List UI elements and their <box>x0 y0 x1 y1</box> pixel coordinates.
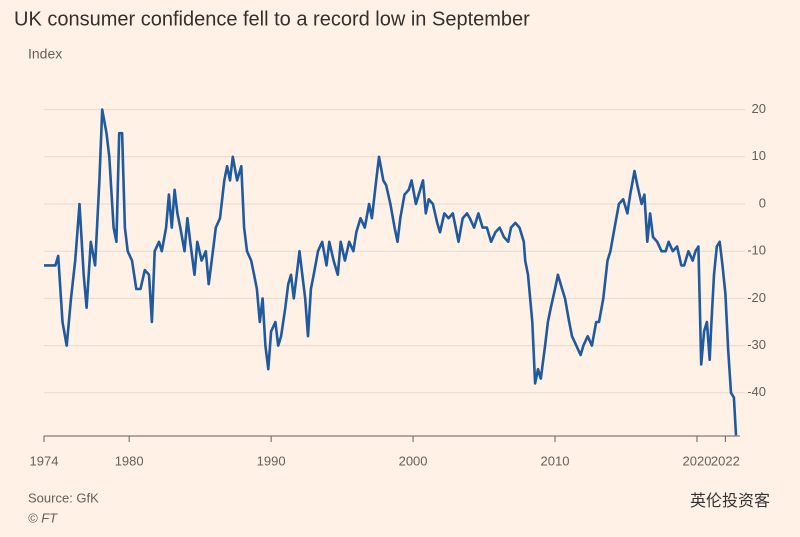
y-tick-label: 0 <box>759 195 766 210</box>
source: Source: GfK <box>28 490 99 505</box>
x-tick-label: 1974 <box>30 453 59 468</box>
y-tick-label: -10 <box>747 243 766 258</box>
x-tick-label: 2000 <box>399 453 428 468</box>
x-tick-label: 1990 <box>257 453 286 468</box>
y-tick-label: -40 <box>747 384 766 399</box>
data-line <box>44 108 738 436</box>
x-tick-label: 2022 <box>711 453 740 468</box>
chart-title: UK consumer confidence fell to a record … <box>14 8 530 30</box>
subtitle: Index <box>28 46 62 62</box>
x-tick-label: 1980 <box>115 453 144 468</box>
credit: © FT <box>28 510 58 525</box>
y-tick-label: -30 <box>747 337 766 352</box>
x-tick-label: 2020 <box>683 453 712 468</box>
y-tick-label: 20 <box>752 101 766 116</box>
watermark: 英伦投资客 <box>690 492 770 510</box>
y-tick-label: -20 <box>747 290 766 305</box>
x-tick-label: 2010 <box>541 453 570 468</box>
y-tick-label: 10 <box>752 148 766 163</box>
